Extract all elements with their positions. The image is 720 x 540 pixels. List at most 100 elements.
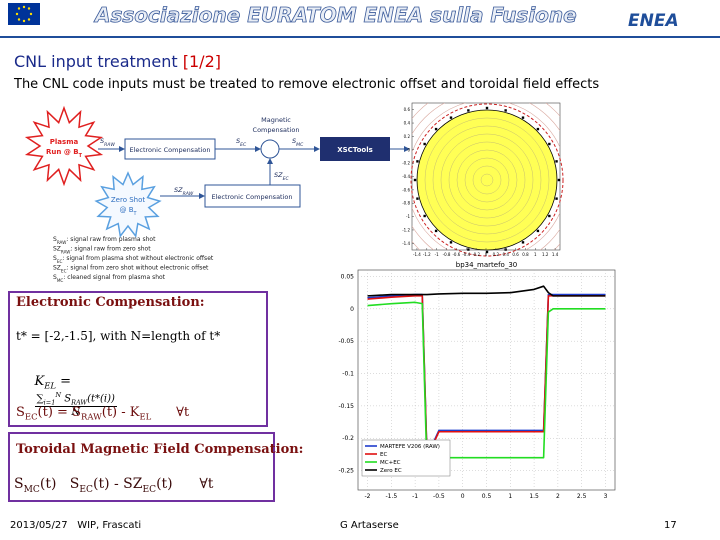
text-run: SZ — [53, 265, 61, 272]
text-run: EL — [139, 411, 152, 422]
y-tick-label: 0 — [350, 306, 354, 313]
x-tick-label: 0.6 — [512, 252, 519, 257]
forall: ∀t — [176, 405, 190, 420]
probe — [467, 109, 470, 112]
x-tick-label: 1.2 — [542, 252, 549, 257]
text-run: Compensation — [253, 126, 300, 134]
y-tick-label: 0 — [407, 147, 410, 152]
legend-line: SMC: cleaned signal from plasma shot — [53, 274, 166, 283]
y-tick-label: -0.4 — [402, 174, 410, 179]
x-tick-label: -1.2 — [423, 252, 431, 257]
probe — [416, 160, 419, 163]
zero-shot-label: @ BT — [119, 206, 136, 217]
legend-line: SRAW: signal raw from plasma shot — [53, 236, 156, 245]
text-run: SZ — [174, 186, 183, 194]
text-run: Plasma — [50, 138, 79, 146]
probe — [504, 109, 507, 112]
formula-mc: SMC(t) SEC(t) - SZEC(t) ∀t — [14, 476, 213, 495]
text-run: S — [14, 476, 24, 492]
x-tick-label: -0.5 — [433, 493, 445, 500]
eu-flag — [8, 3, 40, 25]
footer-page: 17 — [664, 520, 677, 531]
subscript: RAW — [57, 240, 67, 245]
x-tick-label: -0.6 — [452, 252, 460, 257]
y-tick-label: -0.2 — [342, 435, 354, 442]
legend-label: Zero EC — [380, 468, 402, 474]
text-run: RAW — [80, 411, 102, 422]
subscript: EC — [57, 259, 63, 264]
probe — [536, 127, 540, 131]
x-tick-label: -1.5 — [385, 493, 397, 500]
x-tick-label: 0.5 — [482, 493, 492, 500]
text-run: Magnetic — [261, 116, 291, 124]
footer-place: WIP, Frascati — [77, 520, 142, 531]
y-tick-label: -0.05 — [338, 338, 354, 345]
zero-shot-burst — [94, 171, 162, 238]
subscript: EC — [283, 176, 290, 182]
text-run: EC — [142, 484, 157, 495]
subscript: EC — [61, 268, 67, 273]
subscript: MC — [296, 142, 304, 148]
signal-label: SEC — [236, 137, 247, 148]
numerator: ∑i=1N SRAW(t*(i)) — [34, 390, 117, 407]
legend-line: SEC: signal from plasma shot without ele… — [53, 255, 214, 264]
probe — [485, 250, 489, 254]
y-tick-label: -1.4 — [402, 241, 410, 246]
banner: Associazione EURATOM ENEA sulla Fusione — [93, 3, 577, 27]
signal-label: SZRAW — [174, 186, 194, 197]
vessel — [410, 103, 564, 257]
text-run: EL — [44, 380, 57, 391]
legend-line: SZRAW: signal raw from zero shot — [53, 246, 151, 255]
footer-author: G Artaserse — [340, 520, 399, 531]
y-tick-label: 0.2 — [404, 134, 411, 139]
probe — [555, 197, 558, 200]
text-run: N — [55, 390, 62, 399]
text-run: EC — [79, 484, 93, 495]
text-run: (t) = S — [37, 405, 81, 420]
y-tick-label: -0.15 — [338, 403, 354, 410]
text-run: S — [292, 137, 296, 145]
x-tick-label: -0.2 — [472, 252, 480, 257]
ec-box-zero-label: Electronic Compensation — [211, 193, 292, 201]
text-run: : signal from zero shot without electron… — [67, 265, 210, 272]
footer-left: 2013/05/27 WIP, Frascati — [10, 520, 141, 531]
formula-title: Electronic Compensation: — [16, 295, 205, 310]
text-run: S — [53, 255, 57, 262]
ec-formula-box: Electronic Compensation: t* = [-2,-1.5],… — [8, 291, 268, 427]
mc-eq: SMC(t) SEC(t) - SZEC(t) — [14, 476, 173, 495]
y-tick-label: 0.05 — [341, 273, 355, 280]
x-tick-label: -0.8 — [443, 252, 451, 257]
x-tick-label: 0 — [461, 493, 465, 500]
x-tick-label: 1 — [534, 252, 537, 257]
y-tick-label: -0.2 — [402, 161, 410, 166]
text-run: (t) - K — [101, 405, 140, 420]
footer-date: 2013/05/27 — [10, 520, 68, 531]
probe — [434, 229, 438, 233]
subtitle: The CNL code inputs must be treated to r… — [14, 77, 600, 92]
x-tick-label: 0 — [485, 252, 488, 257]
ec-box-zero — [204, 184, 301, 208]
text-run: : signal raw from plasma shot — [66, 236, 156, 243]
text-run: (t) S — [39, 476, 80, 492]
text-run: Run @ B — [46, 148, 79, 156]
subscript: RAW — [104, 142, 115, 148]
text-run: K — [34, 374, 45, 389]
formula-sec: SEC(t) = SRAW(t) - KEL ∀t — [16, 405, 189, 422]
forall: ∀t — [199, 476, 214, 492]
x-tick-label: -1 — [435, 252, 439, 257]
subscript: T — [79, 153, 83, 159]
subscript: RAW — [183, 191, 194, 197]
legend-line: SZEC: signal from zero shot without elec… — [53, 265, 209, 274]
y-tick-label: -1 — [406, 214, 410, 219]
k-lhs: KEL = — [34, 374, 72, 391]
fraction: ∑i=1N SRAW(t*(i)) N — [34, 390, 117, 418]
text-run: = — [56, 374, 72, 389]
y-tick-label: -0.1 — [342, 371, 354, 378]
text-run: S — [61, 392, 72, 404]
x-tick-label: 1 — [508, 493, 512, 500]
x-tick-label: -1 — [412, 493, 418, 500]
xsc-box — [320, 137, 390, 161]
text-run: i=1 — [43, 397, 56, 406]
formula-window: t* = [-2,-1.5], with N=length of t* — [16, 329, 221, 343]
